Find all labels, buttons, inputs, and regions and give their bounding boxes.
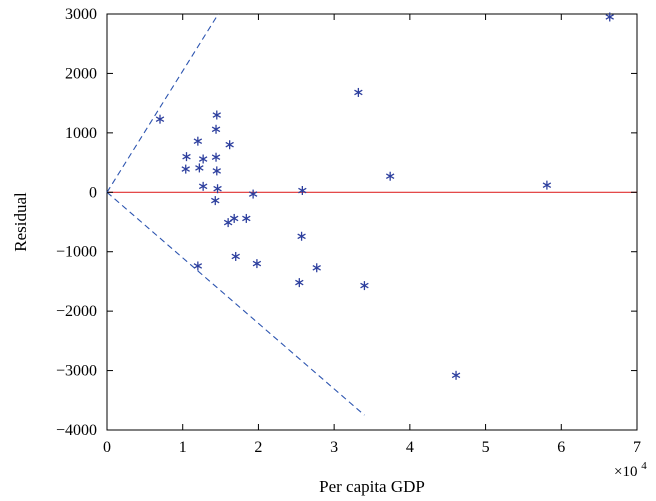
point-stroke [198, 156, 208, 162]
point-stroke [193, 263, 203, 269]
data-point [605, 12, 614, 22]
data-point [542, 180, 552, 190]
data-point [213, 184, 222, 194]
x-axis-ticks: 0 1 2 3 4 5 6 7 [103, 14, 641, 456]
upper-bound-line [106, 13, 219, 193]
data-point [252, 259, 262, 269]
point-stroke [212, 112, 222, 118]
x-axis-label: Per capita GDP [319, 477, 425, 496]
y-tick-label: −2000 [56, 303, 97, 320]
y-tick-label: 3000 [65, 6, 97, 23]
x-multiplier-base: ×10 [614, 464, 637, 480]
x-tick-label: 6 [557, 439, 565, 456]
plot-area: 0 1 2 3 4 5 6 7 3000 2000 1000 0 −1000 −2000 −3000 −40… [56, 6, 641, 456]
y-tick-label: 1000 [65, 125, 97, 142]
point-stroke [211, 126, 221, 133]
data-point [451, 370, 461, 380]
point-stroke [248, 191, 258, 197]
x-tick-label: 3 [330, 439, 338, 456]
data-point [195, 163, 204, 173]
data-point [298, 186, 307, 196]
point-stroke [542, 182, 552, 188]
y-tick-label: 2000 [65, 65, 97, 82]
point-stroke [297, 233, 306, 240]
x-tick-label: 0 [103, 439, 111, 456]
data-point [242, 213, 251, 223]
data-point [225, 140, 234, 150]
point-stroke [252, 260, 262, 267]
x-tick-label: 4 [406, 439, 414, 456]
point-stroke [229, 215, 239, 222]
data-point [212, 166, 222, 176]
y-axis-ticks: 3000 2000 1000 0 −1000 −2000 −3000 −4000 [56, 6, 637, 439]
data-point [193, 136, 203, 146]
point-stroke [385, 173, 395, 180]
point-stroke [242, 215, 251, 222]
point-stroke [195, 165, 204, 171]
point-stroke [451, 372, 461, 379]
point-stroke [312, 264, 321, 271]
data-point [312, 263, 321, 273]
y-tick-label: −1000 [56, 244, 97, 261]
data-point [155, 114, 165, 124]
point-stroke [298, 187, 307, 194]
data-point [248, 189, 258, 199]
data-point [193, 261, 203, 271]
data-point [354, 87, 363, 97]
data-point [211, 124, 221, 134]
y-tick-label: −4000 [56, 422, 97, 439]
x-tick-label: 2 [254, 439, 262, 456]
point-stroke [213, 185, 222, 192]
x-multiplier-exponent: 4 [641, 460, 647, 472]
data-point [182, 152, 191, 162]
x-tick-label: 7 [633, 439, 641, 456]
data-point [223, 218, 233, 228]
point-stroke [198, 183, 208, 190]
y-tick-label: 0 [89, 184, 97, 201]
point-stroke [295, 279, 304, 286]
y-axis-label: Residual [11, 192, 30, 252]
point-stroke [231, 253, 240, 260]
x-tick-label: 1 [179, 439, 187, 456]
data-point [212, 110, 222, 120]
plot-frame [106, 13, 638, 431]
lower-bound-line [106, 191, 365, 416]
data-point [198, 181, 208, 191]
y-tick-label: −3000 [56, 363, 97, 380]
data-point [229, 213, 239, 223]
x-tick-label: 5 [482, 439, 490, 456]
x-axis-multiplier: ×10 4 [614, 460, 647, 480]
data-point [198, 154, 208, 164]
data-point [360, 281, 369, 291]
point-stroke [225, 141, 234, 148]
data-point [295, 278, 304, 288]
point-stroke [354, 89, 363, 96]
data-point [297, 231, 306, 241]
point-stroke [211, 154, 221, 161]
data-point [211, 196, 220, 206]
data-point [181, 164, 190, 174]
point-stroke [181, 166, 190, 172]
point-stroke [212, 168, 222, 174]
data-points [155, 12, 614, 380]
point-stroke [193, 138, 203, 144]
data-point [385, 171, 395, 181]
point-stroke [605, 14, 614, 20]
point-stroke [155, 116, 165, 123]
point-stroke [211, 197, 220, 204]
point-stroke [182, 153, 191, 160]
data-point [231, 251, 240, 261]
point-stroke [360, 282, 369, 289]
data-point [211, 152, 221, 162]
